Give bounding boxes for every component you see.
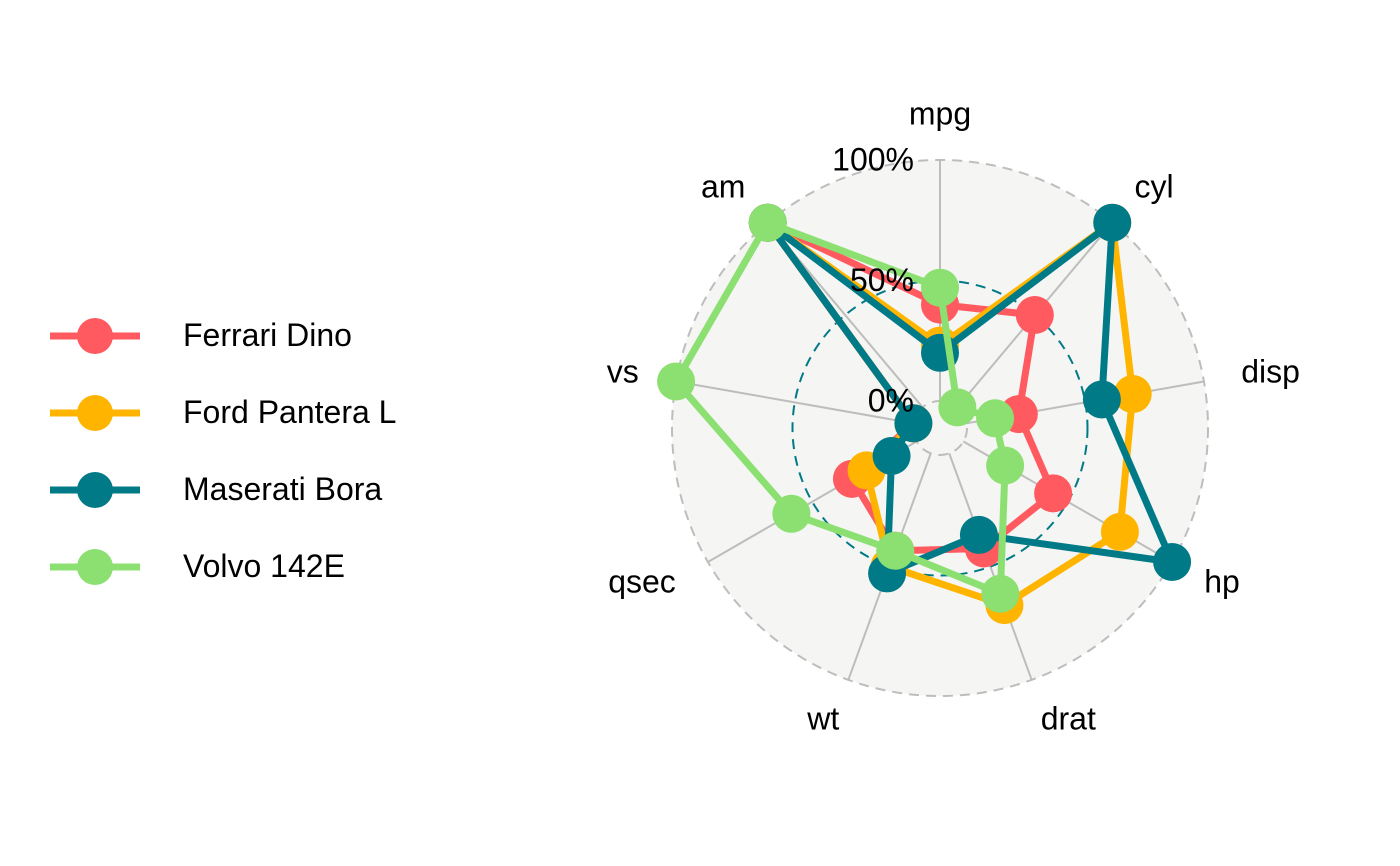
legend-key [50,471,140,508]
grid-label-3: 100% [832,141,914,177]
data-point-ferrari-dino-hp [1034,474,1073,513]
legend-item-ferrari-dino: Ferrari Dino [40,297,396,374]
legend-key-marker [77,317,113,354]
spoke-vs [675,380,914,425]
data-point-volvo-142e-qsec [772,494,811,533]
data-point-maserati-bora-vs [894,404,933,443]
data-point-maserati-bora-drat [959,515,998,554]
data-point-maserati-bora-cyl [1093,203,1132,242]
data-point-maserati-bora-hp [1153,543,1192,581]
legend-key-marker [77,394,113,431]
axis-label-hp: hp [1204,563,1240,599]
axis-label-drat: drat [1041,701,1096,737]
data-point-ford-pantera-l-disp [1113,375,1152,414]
legend-key [50,317,140,354]
axis-labels: mpg cyl disp hp drat wt qsec vs am [607,95,1300,736]
axis-label-mpg: mpg [909,95,971,131]
grid-circle-3 [671,159,1209,697]
legend: Ferrari Dino Ford Pantera L Maserati Bor… [40,297,396,605]
axis-label-am: am [701,168,745,204]
data-point-volvo-142e-vs [657,362,696,401]
axis-label-wt: wt [806,701,839,737]
series-line-maserati-bora [764,219,1176,577]
legend-key [50,394,140,431]
grid-label-1: 0% [868,382,914,418]
data-point-maserati-bora-qsec [872,436,911,475]
axis-label-vs: vs [607,353,639,389]
data-point-volvo-142e-hp [986,446,1025,485]
spoke-drat [948,453,1033,681]
data-point-ferrari-dino-cyl [1015,296,1054,335]
series-volvo-142e [657,203,1025,613]
legend-key-marker [77,548,113,585]
axis-label-cyl: cyl [1135,168,1174,204]
axis-label-disp: disp [1241,353,1300,389]
data-point-volvo-142e-wt [876,531,915,570]
legend-label: Volvo 142E [183,548,345,584]
grid-label-2: 50% [850,262,914,298]
legend-key [50,548,140,585]
legend-label: Ferrari Dino [183,317,352,353]
data-point-volvo-142e-drat [981,574,1020,613]
series-layer [657,203,1192,625]
data-point-ford-pantera-l-hp [1100,512,1139,551]
legend-label: Ford Pantera L [183,394,397,430]
legend-key-marker [77,471,113,508]
data-point-volvo-142e-mpg [921,268,959,307]
axis-label-qsec: qsec [608,563,676,599]
legend-label: Maserati Bora [183,471,383,507]
data-point-volvo-142e-cyl [938,388,977,427]
data-point-volvo-142e-disp [976,399,1015,438]
series-line-volvo-142e [672,219,1009,598]
legend-item-ford-pantera-l: Ford Pantera L [40,374,396,451]
data-point-maserati-bora-disp [1082,380,1121,419]
grid-circle-2 [791,279,1089,577]
grid-labels: 0% 50% 100% [832,141,914,418]
legend-item-volvo-142e: Volvo 142E [40,528,396,605]
data-point-volvo-142e-am [748,203,787,242]
legend-item-maserati-bora: Maserati Bora [40,451,396,528]
